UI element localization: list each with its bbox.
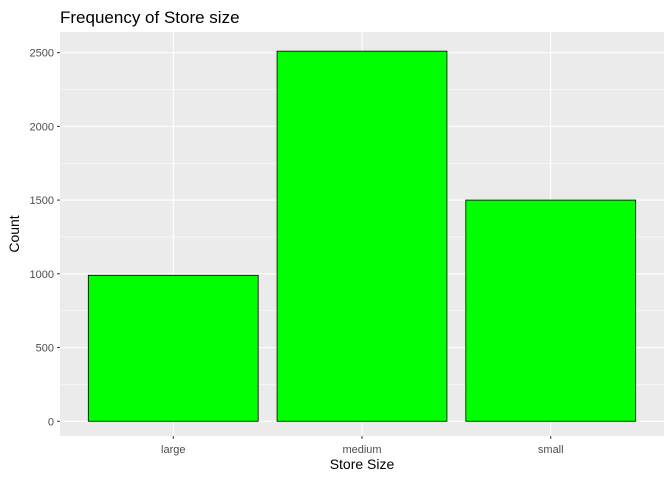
bar-small: [465, 199, 637, 422]
y-axis-title: Count: [6, 215, 22, 252]
y-tick-label: 0: [48, 416, 54, 428]
x-axis-title: Store Size: [330, 456, 395, 472]
chart-title: Frequency of Store size: [60, 8, 240, 27]
y-tick-label: 1500: [30, 195, 54, 207]
x-tick-label-medium: medium: [342, 444, 381, 456]
y-tick-label: 2500: [30, 48, 54, 60]
x-axis: large medium small: [161, 436, 564, 456]
y-tick-label: 500: [36, 343, 54, 355]
bars-group: [87, 50, 637, 422]
x-tick-label-small: small: [538, 444, 564, 456]
bar-large: [87, 274, 259, 422]
y-tick-label: 2000: [30, 121, 54, 133]
x-tick-label-large: large: [161, 444, 185, 456]
y-axis: 0 500 1000 1500 2000 2500: [30, 48, 60, 428]
y-tick-label: 1000: [30, 269, 54, 281]
bar-medium: [276, 50, 448, 422]
